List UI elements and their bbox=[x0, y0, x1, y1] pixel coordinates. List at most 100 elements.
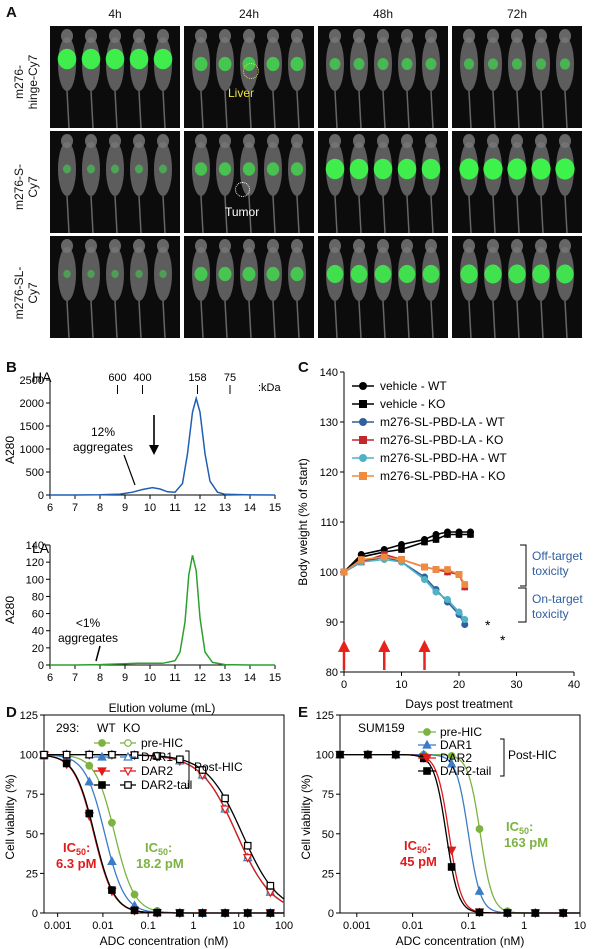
fluorescence-signal bbox=[555, 158, 575, 180]
b-top-annot-pct: 12% bbox=[91, 425, 115, 439]
fluorescence-signal bbox=[135, 269, 143, 279]
xtick-label: 11 bbox=[169, 672, 180, 684]
mouse bbox=[398, 239, 416, 338]
mouse bbox=[57, 29, 77, 128]
mouse-tail bbox=[334, 195, 338, 233]
ytick-label: 100 bbox=[316, 750, 334, 762]
e-legend-marker bbox=[423, 728, 431, 736]
fluorescence-signal bbox=[350, 264, 368, 284]
c-bracket-on-1: On-target bbox=[532, 592, 583, 606]
b-top-annot-agg: aggregates bbox=[73, 440, 133, 454]
xtick-label: 0.001 bbox=[343, 920, 371, 932]
mouse-body bbox=[130, 247, 148, 301]
d-col-ko: KO bbox=[123, 721, 140, 735]
fluorescence-signal bbox=[111, 269, 119, 279]
mouse-head bbox=[157, 29, 169, 43]
fluorescence-signal bbox=[129, 48, 149, 70]
e-ic50-red-value: 45 pM bbox=[400, 854, 437, 869]
fluorescence-signal bbox=[535, 58, 547, 70]
mouse bbox=[531, 134, 551, 233]
mouse bbox=[374, 29, 392, 128]
c-legend-marker bbox=[359, 400, 367, 408]
mouse-head bbox=[157, 134, 169, 148]
ytick-label: 75 bbox=[26, 789, 38, 801]
b-top-ylabel: A280 bbox=[3, 436, 17, 464]
e-point bbox=[559, 909, 568, 917]
mouse-body bbox=[154, 247, 172, 301]
mouse bbox=[460, 239, 478, 338]
mouse-tail bbox=[224, 300, 228, 338]
xtick-label: 10 bbox=[144, 672, 156, 684]
e-point bbox=[446, 846, 457, 856]
mouse-tail bbox=[138, 90, 142, 128]
fluorescence-signal bbox=[373, 158, 393, 180]
mouse-tail bbox=[296, 90, 300, 128]
mouse-tail bbox=[564, 300, 568, 338]
panel-d-chart: 0 25 50 75 100 125 0.001 0.01 0.1 1 10 100 Cell vi… bbox=[3, 710, 293, 948]
mouse-head bbox=[61, 239, 73, 253]
mouse bbox=[192, 134, 210, 233]
xtick-label: 9 bbox=[122, 502, 128, 514]
mouse-tail bbox=[248, 300, 252, 338]
fluorescence-signal bbox=[57, 48, 77, 70]
mouse-head bbox=[85, 134, 97, 148]
mouse-head bbox=[291, 239, 303, 253]
mouse-tail bbox=[468, 300, 472, 338]
xtick-label: 6 bbox=[47, 672, 53, 684]
d-point bbox=[221, 794, 229, 803]
fluorescence-signal bbox=[483, 158, 503, 180]
d-legend-label: DAR2-tail bbox=[141, 778, 192, 792]
mouse-head bbox=[377, 239, 389, 253]
mouse bbox=[58, 134, 76, 233]
mouse-tail bbox=[540, 195, 544, 233]
e-legend-label: DAR2 bbox=[440, 751, 472, 765]
e-legend-marker bbox=[422, 739, 432, 749]
timepoint-4h: 4h bbox=[108, 7, 122, 21]
mouse-head bbox=[219, 239, 231, 253]
b-arrow-head bbox=[149, 445, 159, 455]
d-legend-ko-marker bbox=[123, 767, 133, 777]
xtick-label: 10 bbox=[395, 679, 407, 691]
xtick-label: 0.1 bbox=[141, 920, 156, 932]
fluorescence-signal bbox=[218, 56, 232, 72]
mouse bbox=[106, 134, 124, 233]
ytick-label: 1000 bbox=[20, 444, 44, 456]
d-ic50-green-label: IC50: bbox=[145, 840, 172, 857]
mouse bbox=[422, 29, 440, 128]
d-posthic: Post-HIC bbox=[194, 760, 243, 774]
ytick-label: 140 bbox=[320, 367, 338, 379]
mouse-head bbox=[353, 29, 365, 43]
mouse-tail bbox=[272, 300, 276, 338]
c-star-2: * bbox=[500, 632, 506, 648]
mouse-tail bbox=[200, 90, 204, 128]
fluorescence-signal bbox=[105, 48, 125, 70]
mouse-head bbox=[487, 29, 499, 43]
c-point bbox=[357, 556, 365, 563]
mouse bbox=[484, 29, 502, 128]
mouse-tail bbox=[66, 90, 70, 128]
xtick-label: 12 bbox=[194, 672, 206, 684]
xtick-label: 40 bbox=[568, 679, 580, 691]
mouse bbox=[325, 134, 345, 233]
d-legend-wt-marker bbox=[98, 739, 106, 747]
fluorescence-signal bbox=[459, 158, 479, 180]
b-bot-la-trace bbox=[50, 555, 275, 666]
liver-circle bbox=[243, 63, 259, 79]
mouse-head bbox=[109, 29, 121, 43]
e-legend-marker bbox=[423, 767, 431, 775]
tumor-circle bbox=[235, 182, 250, 197]
mouse bbox=[508, 239, 526, 338]
e-point bbox=[474, 885, 485, 895]
d-point bbox=[62, 759, 71, 768]
mouse-body bbox=[82, 247, 100, 301]
c-point bbox=[455, 608, 463, 616]
imaging-cell-2-0 bbox=[50, 236, 180, 338]
c-legend-marker bbox=[359, 454, 367, 462]
xtick-label: 15 bbox=[269, 672, 281, 684]
e-legend-label: DAR2-tail bbox=[440, 764, 491, 778]
d-point bbox=[84, 776, 95, 786]
fluorescence-signal bbox=[532, 264, 550, 284]
mouse-tail bbox=[358, 300, 362, 338]
mouse-tail bbox=[334, 300, 338, 338]
mouse bbox=[532, 29, 550, 128]
